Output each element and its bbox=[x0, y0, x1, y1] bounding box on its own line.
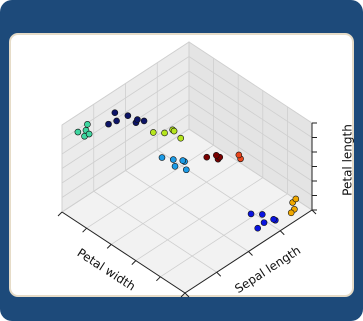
grid-line bbox=[61, 85, 313, 169]
point bbox=[85, 130, 93, 138]
x-tick bbox=[82, 227, 87, 233]
x-tick bbox=[57, 211, 63, 217]
point bbox=[260, 219, 268, 226]
point bbox=[105, 120, 112, 128]
point bbox=[270, 215, 277, 223]
point bbox=[259, 211, 266, 218]
x-tick bbox=[180, 292, 186, 298]
grid-line bbox=[61, 99, 313, 184]
grid-line bbox=[61, 128, 313, 213]
point bbox=[124, 112, 132, 119]
plot-3d bbox=[57, 41, 317, 298]
x-tick bbox=[131, 260, 137, 265]
point bbox=[161, 129, 168, 137]
point bbox=[287, 209, 295, 217]
point bbox=[111, 109, 119, 117]
point bbox=[149, 129, 157, 136]
grid-line bbox=[61, 114, 313, 198]
point bbox=[170, 127, 178, 135]
y-tick bbox=[216, 271, 222, 277]
point bbox=[74, 128, 82, 136]
z-axis-label: Petal length bbox=[341, 124, 355, 196]
grid-line bbox=[61, 70, 313, 155]
y-tick bbox=[184, 292, 190, 298]
grid-line bbox=[61, 41, 313, 126]
point bbox=[84, 121, 91, 128]
y-tick bbox=[279, 230, 285, 236]
point bbox=[169, 156, 177, 163]
point bbox=[179, 157, 187, 164]
grid-line bbox=[61, 56, 313, 140]
point bbox=[235, 151, 243, 159]
point bbox=[182, 166, 190, 174]
x-axis-line bbox=[61, 211, 186, 294]
point bbox=[247, 210, 255, 218]
y-tick bbox=[248, 251, 253, 256]
point bbox=[134, 116, 141, 123]
point bbox=[212, 151, 220, 159]
y-tick bbox=[311, 209, 317, 215]
point bbox=[158, 154, 166, 161]
point bbox=[254, 224, 262, 232]
x-tick bbox=[106, 244, 112, 249]
x-tick bbox=[156, 276, 161, 282]
point bbox=[113, 117, 120, 125]
point bbox=[292, 195, 300, 203]
point bbox=[171, 163, 179, 170]
point bbox=[177, 134, 185, 142]
point bbox=[140, 117, 148, 125]
point bbox=[203, 153, 211, 161]
